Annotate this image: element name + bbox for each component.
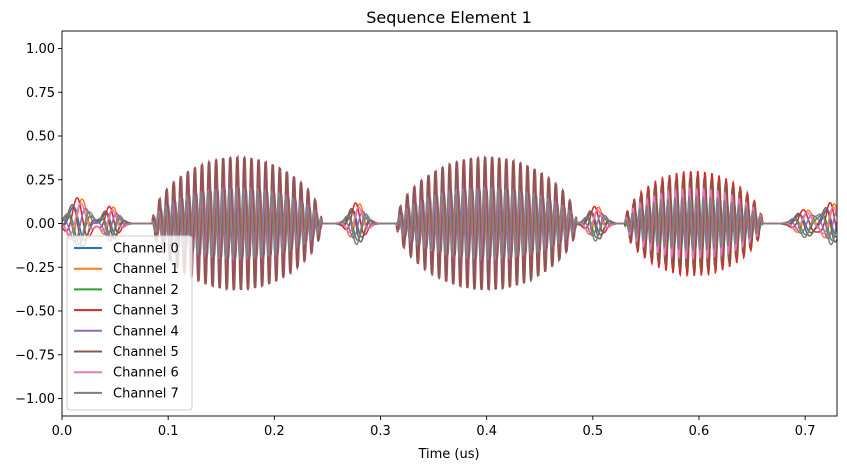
x-tick-label: 0.0 (52, 424, 73, 439)
y-tick-label: 1.00 (26, 42, 55, 57)
y-tick-label: −0.50 (15, 305, 55, 320)
legend-label: Channel 3 (113, 304, 179, 319)
y-tick-label: 0.75 (26, 86, 55, 101)
chart-title: Sequence Element 1 (366, 8, 532, 27)
x-tick-label: 0.5 (582, 424, 603, 439)
x-axis-label: Time (us) (417, 447, 479, 462)
y-tick-label: −0.25 (15, 261, 55, 276)
legend: Channel 0 Channel 1 Channel 2 Channel 3 Chan… (66, 235, 193, 411)
y-tick-label: 0.00 (26, 217, 55, 232)
x-tick-label: 0.4 (476, 424, 497, 439)
y-tick-label: −1.00 (15, 392, 55, 407)
x-tick-label: 0.6 (689, 424, 710, 439)
y-tick-label: 0.50 (26, 130, 55, 145)
x-tick-label: 0.3 (370, 424, 391, 439)
x-tick-label: 0.2 (264, 424, 285, 439)
legend-label: Channel 7 (113, 386, 179, 401)
legend-label: Channel 0 (113, 242, 179, 257)
x-axis: 0.0 0.1 0.2 0.3 0.4 0.5 0.6 0.7 (52, 416, 816, 439)
legend-label: Channel 6 (113, 366, 179, 381)
y-axis: 1.00 0.75 0.50 0.25 0.00 −0.25 −0.50 −0.75 −1.00 (15, 42, 62, 407)
legend-label: Channel 4 (113, 324, 179, 339)
legend-label: Channel 2 (113, 283, 179, 298)
x-tick-label: 0.7 (795, 424, 816, 439)
legend-label: Channel 5 (113, 345, 179, 360)
y-tick-label: 0.25 (26, 173, 55, 188)
legend-box (66, 235, 193, 411)
legend-label: Channel 1 (113, 262, 179, 277)
x-tick-label: 0.1 (158, 424, 179, 439)
y-tick-label: −0.75 (15, 348, 55, 363)
